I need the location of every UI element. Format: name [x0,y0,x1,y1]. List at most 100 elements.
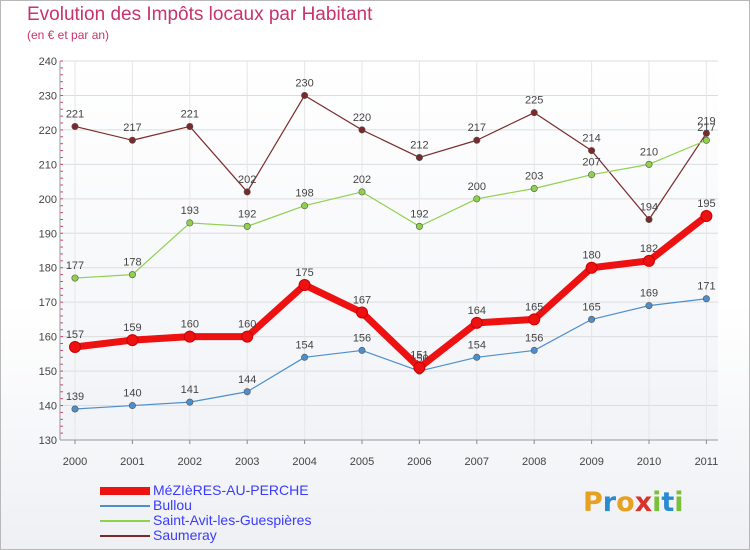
y-tick-label: 150 [39,366,57,378]
data-label-series-0: 182 [640,243,658,255]
data-label-series-1: 139 [66,391,84,403]
data-label-series-3: 230 [295,77,313,89]
data-point-series-0 [241,330,254,343]
data-point-series-0 [126,334,139,347]
data-point-series-3 [71,122,79,130]
data-label-series-0: 160 [181,319,199,331]
data-label-series-1: 154 [295,339,313,351]
y-tick-label: 200 [39,194,57,206]
series-line-1 [74,298,708,410]
data-point-series-1 [588,315,596,323]
data-label-series-1: 156 [353,332,371,344]
series-line-2 [74,139,708,279]
data-point-series-3 [588,147,596,155]
data-label-series-3: 217 [468,122,486,134]
data-label-series-0: 164 [468,305,486,317]
data-point-series-3 [243,188,251,196]
x-tick-label: 2004 [292,456,316,468]
data-label-series-0: 195 [697,198,715,210]
data-label-series-2: 198 [295,188,313,200]
data-point-series-3 [301,91,309,99]
data-point-series-2 [415,222,423,230]
plot-area [60,61,718,440]
data-label-series-0: 180 [582,250,600,262]
data-label-series-1: 144 [238,374,256,386]
data-point-series-3 [358,126,366,134]
legend: MéZIèRES-AU-PERCHE Bullou Saint-Avit-les… [100,482,400,544]
data-label-series-1: 169 [640,288,658,300]
x-tick-label: 2010 [637,456,661,468]
data-label-series-3: 194 [640,201,658,213]
x-tick-label: 2001 [120,456,144,468]
data-point-series-0 [298,278,311,291]
data-point-series-1 [186,398,194,406]
data-point-series-0 [700,210,713,223]
y-tick-label: 210 [39,159,57,171]
data-point-series-1 [128,402,136,410]
data-point-series-3 [186,122,194,130]
data-label-series-2: 192 [410,208,428,220]
data-label-series-3: 219 [697,115,715,127]
data-point-series-0 [183,330,196,343]
x-tick-label: 2009 [579,456,603,468]
data-point-series-3 [473,136,481,144]
y-tick-label: 190 [39,228,57,240]
y-tick-label: 170 [39,297,57,309]
data-label-series-1: 165 [582,301,600,313]
legend-swatch-series-0 [100,487,150,495]
data-label-series-3: 220 [353,112,371,124]
data-label-series-2: 192 [238,208,256,220]
data-label-series-0: 159 [123,322,141,334]
data-point-series-0 [69,340,81,353]
legend-label-series-1: Bullou [153,497,192,513]
proxiti-logo: Proxiti [583,487,684,518]
y-tick-label: 230 [39,90,57,102]
legend-label-series-0: MéZIèRES-AU-PERCHE [153,482,309,498]
data-point-series-3 [530,109,538,117]
data-label-series-1: 156 [525,332,543,344]
data-point-series-2 [358,188,366,196]
data-point-series-3 [645,215,653,223]
data-label-series-0: 167 [353,295,371,307]
data-point-series-1 [301,353,309,361]
data-label-series-2: 200 [468,181,486,193]
data-label-series-3: 225 [525,95,543,107]
x-tick-label: 2002 [178,456,202,468]
y-tick-label: 180 [39,263,57,275]
legend-item-series-0: MéZIèRES-AU-PERCHE [100,482,400,499]
data-label-series-0: 165 [525,301,543,313]
data-label-series-2: 207 [582,157,600,169]
legend-item-series-1: Bullou [100,497,400,514]
y-tick-label: 220 [39,125,57,137]
legend-swatch-series-2 [100,520,150,522]
data-point-series-1 [358,346,366,354]
data-point-series-2 [243,222,251,230]
data-label-series-3: 214 [582,133,600,145]
data-point-series-1 [473,353,481,361]
x-tick-label: 2006 [407,456,431,468]
y-tick-label: 240 [39,56,57,68]
data-label-series-1: 154 [468,339,486,351]
data-point-series-1 [702,295,710,303]
series-line-3 [74,94,708,221]
data-label-series-2: 203 [525,170,543,182]
data-label-series-2: 193 [181,205,199,217]
chart-subtitle: (en € et par an) [27,28,110,42]
data-point-series-3 [415,153,423,161]
series-line-0 [71,212,710,372]
data-point-series-2 [473,195,481,203]
legend-label-series-3: Saumeray [153,527,217,543]
data-label-series-3: 221 [181,108,199,120]
data-label-series-1: 141 [181,384,199,396]
x-tick-label: 2003 [235,456,259,468]
data-point-series-2 [301,202,309,210]
data-point-series-2 [645,160,653,168]
x-tick-label: 2000 [63,456,87,468]
legend-swatch-series-3 [100,535,150,537]
data-point-series-1 [71,405,79,413]
data-label-series-2: 177 [66,260,84,272]
y-tick-label: 140 [39,401,57,413]
data-point-series-0 [356,306,368,319]
data-label-series-0: 175 [295,267,313,279]
